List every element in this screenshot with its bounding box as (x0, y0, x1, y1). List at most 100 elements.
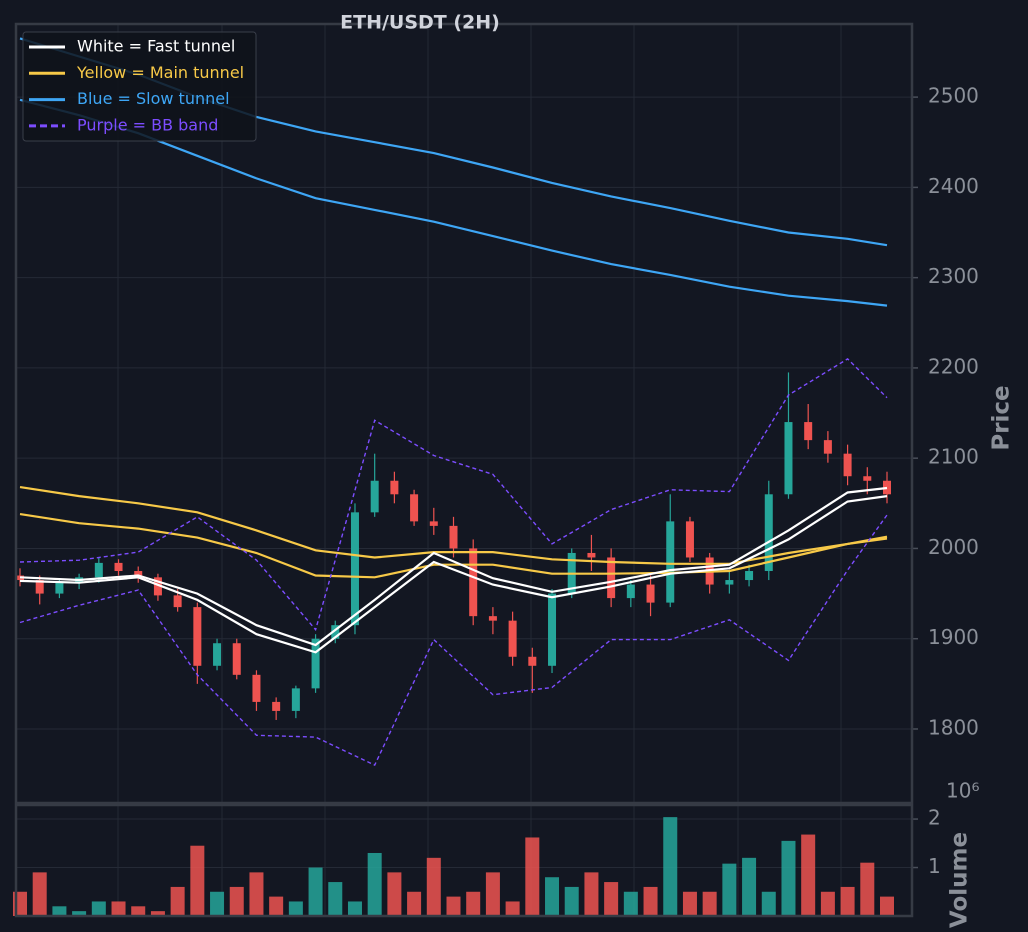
candle-body (213, 643, 222, 666)
volume-bar (328, 882, 343, 916)
indicator-line (19, 514, 888, 767)
y-tick-label: 2 (928, 806, 941, 830)
candle-body (764, 494, 773, 572)
volume-bar (880, 896, 894, 916)
plot-layer: 1800 1900 2000 2100 2200 2300 2400 2500 1 2 (13, 37, 979, 916)
y-tick-label: 2000 (928, 535, 979, 559)
volume-bar (229, 886, 244, 916)
candle-body (843, 453, 852, 477)
volume-offset: 10⁶ (946, 779, 979, 803)
y-tick-label: 2300 (928, 264, 979, 288)
volume-bar (545, 877, 560, 916)
y-tick-label: 1 (928, 854, 941, 878)
indicator-line (19, 495, 888, 654)
legend-box (22, 31, 257, 142)
volume-bar (308, 867, 323, 916)
volume-bar (170, 886, 185, 916)
volume-bar (820, 891, 835, 916)
volume-bar (407, 891, 422, 916)
volume-bar (702, 891, 717, 916)
volume-bar (288, 901, 303, 916)
volume-bar (682, 891, 697, 916)
volume-bar (426, 857, 441, 916)
volume-bar (485, 872, 500, 916)
volume-bar (722, 863, 737, 916)
volume-bar (190, 845, 205, 916)
volume-bar (781, 840, 796, 916)
candle-body (449, 525, 458, 549)
volume-frame (14, 803, 914, 918)
volume-bar (505, 901, 520, 916)
legend-label: Blue = Slow tunnel (77, 89, 230, 108)
candle-body (784, 422, 793, 495)
legend-label: White = Fast tunnel (77, 37, 235, 56)
volume-bar (111, 901, 126, 916)
candle-body (193, 607, 202, 666)
candle-body (410, 494, 419, 522)
candle-body (804, 422, 813, 441)
candle-body (823, 440, 832, 454)
volume-bar (269, 896, 284, 916)
volume-bar (91, 901, 106, 916)
indicator-line (19, 358, 888, 632)
y-tick-label: 2200 (928, 354, 979, 378)
candle-body (685, 521, 694, 558)
volume-bar (466, 891, 481, 916)
volume-bar (623, 891, 638, 916)
candle-body (548, 593, 557, 666)
candle-body (35, 580, 44, 594)
volume-bar (32, 872, 47, 916)
volume-bar (525, 837, 540, 916)
candle-body (370, 480, 379, 513)
candle-body (745, 571, 754, 581)
volume-axis-label: Volume (947, 832, 973, 928)
volume-bar (761, 891, 776, 916)
candle-body (607, 557, 616, 599)
candle-body (94, 562, 103, 578)
candle-body (311, 638, 320, 689)
candle-body (863, 476, 872, 481)
y-tick-label: 1800 (928, 715, 979, 739)
candle-body (587, 552, 596, 558)
volume-bar (860, 862, 875, 916)
candle-body (331, 625, 340, 639)
y-tick-label: 1900 (928, 625, 979, 649)
candle-body (114, 562, 123, 572)
candle-body (390, 480, 399, 495)
volume-bar (72, 911, 87, 916)
candle-body (272, 701, 281, 711)
legend-label: Purple = BB band (77, 115, 218, 134)
candle-body (883, 480, 891, 495)
volume-bar (801, 834, 816, 916)
candle-body (232, 643, 241, 675)
volume-bar (249, 872, 264, 916)
price-frame (14, 22, 914, 805)
candle-body (488, 616, 497, 621)
volume-bar (604, 882, 619, 916)
indicator-line (19, 486, 888, 647)
indicator-line (19, 98, 888, 307)
vertical-grid (117, 24, 842, 916)
candle-body (55, 582, 64, 594)
volume-bar (584, 872, 599, 916)
volume-bar (367, 852, 382, 916)
volume-bar (663, 817, 678, 916)
volume-bar (643, 886, 658, 916)
volume-bar (446, 896, 461, 916)
volume-bar (210, 891, 225, 916)
volume-bar (52, 906, 67, 916)
y-tick-label: 2400 (928, 174, 979, 198)
candle-body (173, 595, 182, 608)
volume-bar (742, 857, 757, 916)
legend-label: Yellow = Main tunnel (76, 63, 244, 82)
legend: White = Fast tunnel Yellow = Main tunnel B… (22, 31, 257, 142)
volume-bar (150, 911, 165, 916)
y-tick-label: 2500 (928, 84, 979, 108)
candle-body (626, 584, 635, 599)
chart-title: ETH/USDT (2H) (340, 12, 500, 34)
volume-bar (840, 886, 855, 916)
candle-body (508, 620, 517, 657)
candle-body (469, 548, 478, 617)
